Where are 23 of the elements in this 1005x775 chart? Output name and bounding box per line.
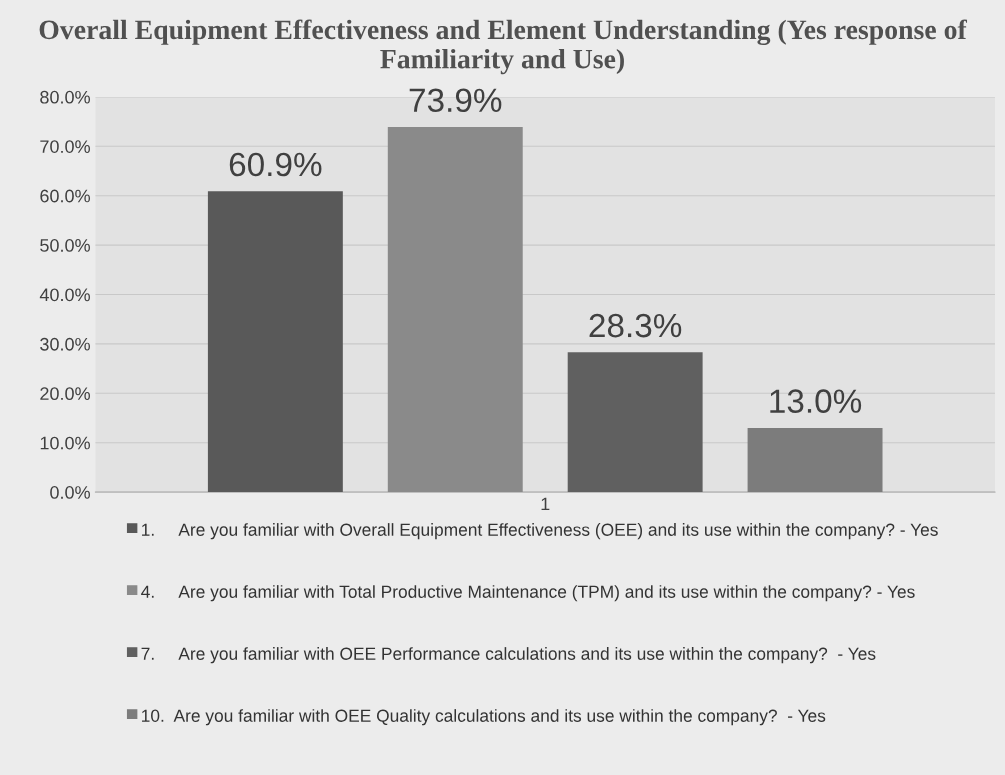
data-label: 60.9% (229, 152, 322, 177)
bar (207, 191, 343, 493)
y-tick-label: 40.0% (39, 288, 90, 302)
y-tick-label: 70.0% (40, 140, 90, 153)
y-tick-label: 80.0% (40, 90, 90, 104)
bar (747, 427, 883, 493)
y-tick-label: 0.0% (50, 486, 90, 499)
data-label: 13.0% (770, 389, 862, 413)
legend-label: 10. Are you familiar with OEE Quality calculations and its use within the company? - Yes (142, 709, 826, 726)
bar (567, 352, 703, 493)
y-tick-label: 10.0% (40, 436, 90, 450)
chart-title: Overall Equipment Effectiveness and Element Understanding (Yes response of Familiarity and Use) (39, 19, 968, 75)
y-tick-label: 30.0% (40, 337, 90, 351)
y-tick-label: 60.0% (40, 189, 90, 203)
data-label: 28.3% (589, 313, 682, 338)
legend-label: 7. Are you familiar with OEE Performance calculations and its use within the company? - Yes (141, 647, 876, 664)
y-tick-label: 20.0% (40, 387, 90, 401)
x-tick-label: 1 (541, 497, 550, 511)
legend-label: 1. Are you familiar with Overall Equipment Effectiveness (OEE) and its use within the company? - Yes (142, 523, 938, 540)
legend-label: 4. Are you familiar with Total Productive Maintenance (TPM) and its use within the company? - Yes (141, 585, 915, 602)
bar (387, 127, 523, 493)
data-label: 73.9% (409, 88, 502, 113)
y-tick-label: 50.0% (40, 239, 90, 252)
